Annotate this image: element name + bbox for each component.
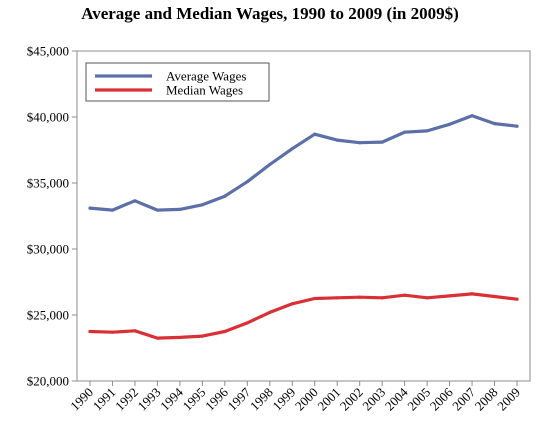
x-tick-label: 1995 bbox=[179, 385, 208, 414]
x-tick-label: 2000 bbox=[292, 385, 321, 414]
x-tick-label: 1998 bbox=[247, 385, 276, 414]
x-tick-label: 1999 bbox=[269, 385, 298, 414]
data-point bbox=[447, 122, 452, 126]
data-point bbox=[358, 295, 362, 299]
x-axis: 1990199119921993199419951996199719981999… bbox=[67, 381, 523, 414]
plot-border bbox=[76, 50, 531, 382]
x-tick-label: 2009 bbox=[494, 385, 523, 414]
x-tick-label: 2008 bbox=[472, 385, 501, 414]
y-tick-label: $40,000 bbox=[27, 110, 69, 125]
x-tick-label: 2005 bbox=[404, 385, 433, 414]
data-point bbox=[268, 162, 272, 167]
data-point bbox=[178, 335, 182, 340]
data-point bbox=[290, 147, 294, 151]
x-tick-label: 1997 bbox=[224, 384, 253, 413]
data-point bbox=[88, 329, 92, 334]
x-tick-label: 2007 bbox=[449, 384, 478, 413]
data-point bbox=[380, 140, 384, 144]
data-point bbox=[268, 310, 272, 314]
data-point bbox=[110, 330, 115, 334]
data-point bbox=[403, 293, 407, 297]
data-point bbox=[515, 297, 519, 301]
series-line bbox=[88, 114, 519, 212]
x-tick-label: 2001 bbox=[314, 385, 343, 414]
data-point bbox=[110, 208, 115, 212]
data-point bbox=[425, 296, 429, 300]
data-point bbox=[335, 296, 339, 300]
data-point bbox=[155, 208, 160, 212]
data-point bbox=[492, 122, 497, 126]
x-tick-label: 1990 bbox=[67, 385, 96, 414]
series-layer bbox=[88, 114, 519, 340]
y-tick-label: $25,000 bbox=[27, 308, 69, 323]
data-point bbox=[290, 302, 294, 306]
data-point bbox=[358, 141, 362, 145]
data-point bbox=[245, 321, 249, 325]
legend-label: Average Wages bbox=[166, 69, 246, 84]
series-average-wages bbox=[88, 114, 519, 212]
x-tick-label: 2006 bbox=[427, 384, 456, 413]
data-point bbox=[88, 206, 92, 210]
legend-box bbox=[85, 62, 270, 102]
data-point bbox=[200, 334, 204, 338]
data-point bbox=[447, 294, 452, 298]
x-tick-label: 1993 bbox=[135, 385, 164, 414]
data-point bbox=[223, 329, 227, 334]
y-tick-label: $30,000 bbox=[27, 242, 69, 257]
data-point bbox=[335, 138, 339, 142]
data-point bbox=[470, 292, 474, 296]
data-point bbox=[223, 194, 227, 198]
data-point bbox=[470, 114, 474, 118]
data-point bbox=[313, 296, 317, 301]
x-tick-label: 1994 bbox=[157, 384, 186, 413]
y-tick-label: $35,000 bbox=[27, 176, 69, 191]
y-tick-label: $20,000 bbox=[27, 374, 69, 389]
x-tick-label: 2002 bbox=[337, 385, 366, 414]
data-point bbox=[380, 296, 384, 300]
data-point bbox=[133, 329, 137, 333]
y-axis: $20,000 $25,000 $30,000 $35,000 $40,000 $45,0… bbox=[27, 44, 77, 389]
y-tick-label: $45,000 bbox=[27, 44, 69, 59]
data-point bbox=[515, 124, 519, 128]
data-point bbox=[133, 199, 137, 203]
data-point bbox=[155, 336, 160, 340]
x-tick-label: 1996 bbox=[202, 384, 231, 413]
series-median-wages bbox=[88, 292, 519, 340]
x-tick-label: 1991 bbox=[90, 385, 119, 414]
data-point bbox=[425, 129, 429, 133]
x-tick-label: 2003 bbox=[359, 385, 388, 414]
plot-frame bbox=[76, 50, 531, 382]
data-point bbox=[178, 207, 182, 211]
chart-title: Average and Median Wages, 1990 to 2009 (… bbox=[81, 4, 459, 23]
data-point bbox=[403, 130, 407, 134]
x-tick-label: 1992 bbox=[112, 385, 141, 414]
x-tick-label: 2004 bbox=[382, 384, 411, 413]
series-line bbox=[88, 292, 519, 340]
data-point bbox=[313, 132, 317, 136]
data-point bbox=[200, 203, 204, 207]
data-point bbox=[492, 294, 497, 299]
data-point bbox=[245, 180, 249, 184]
legend-label: Median Wages bbox=[166, 83, 243, 98]
